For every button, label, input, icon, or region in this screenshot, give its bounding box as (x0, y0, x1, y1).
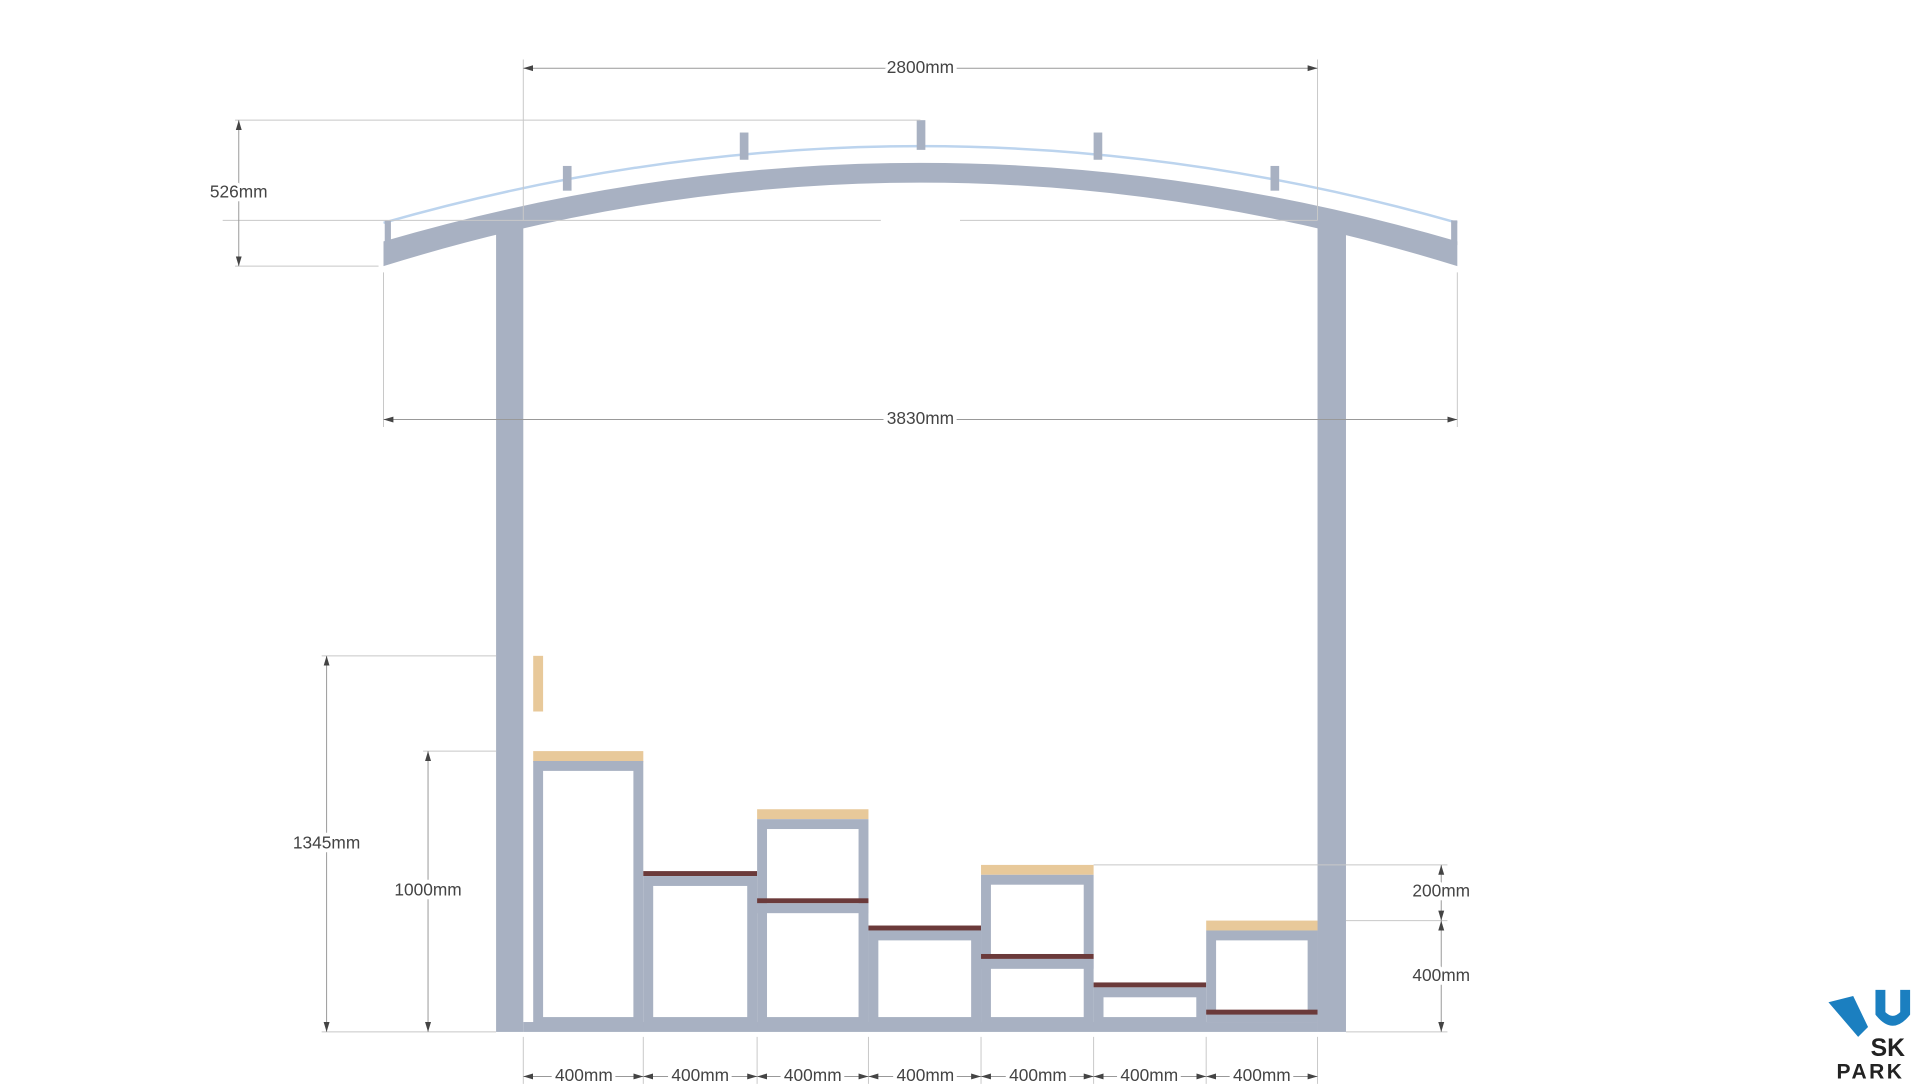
dim-label: 1000mm (394, 879, 461, 899)
dim-label: 400mm (1233, 1065, 1291, 1085)
logo-text: SK (1871, 1035, 1905, 1062)
dim-label: 400mm (784, 1065, 842, 1085)
logo-text: PARK (1837, 1060, 1905, 1083)
dim-label: 400mm (1120, 1065, 1178, 1085)
dim-label: 400mm (897, 1065, 955, 1085)
logo: SK PARK (1828, 989, 1911, 1083)
dim-label: 2800mm (887, 57, 954, 77)
dim-label: 400mm (555, 1065, 613, 1085)
dim-label: 1345mm (293, 832, 360, 852)
dimensions: 2800mm 526mm 3830mm 1345mm 1000mm 200mm … (206, 53, 1474, 1089)
dim-label: 400mm (1412, 965, 1470, 985)
dim-label: 3830mm (887, 408, 954, 428)
dim-label: 400mm (671, 1065, 729, 1085)
dim-label: 526mm (210, 182, 268, 202)
dim-label: 400mm (1009, 1065, 1067, 1085)
structure (383, 120, 1458, 1032)
dim-label: 200mm (1412, 881, 1470, 901)
